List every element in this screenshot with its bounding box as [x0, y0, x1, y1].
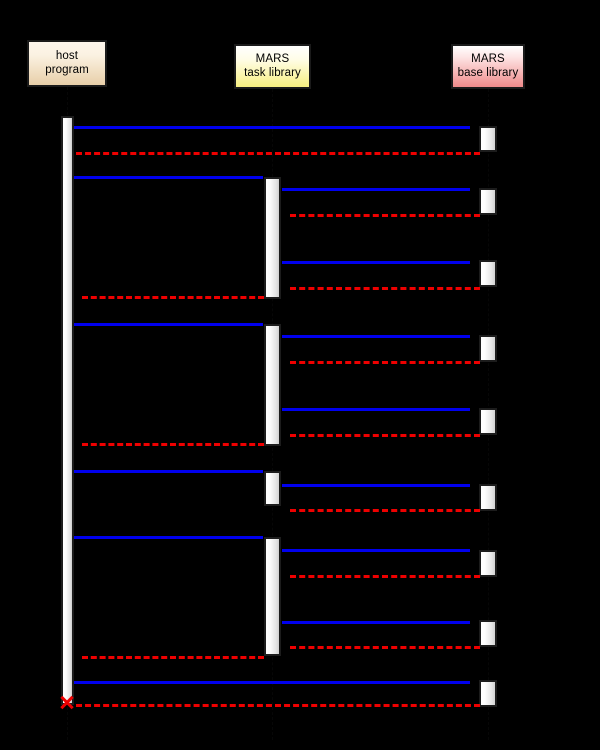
message-call-m18: [74, 536, 263, 539]
message-call-m1: [74, 126, 470, 129]
activation-bar-base-a1: [479, 126, 497, 152]
message-return-m13: [290, 434, 480, 437]
participant-box-host[interactable]: host program: [27, 40, 107, 87]
message-return-m2: [76, 152, 480, 155]
message-return-m11: [290, 361, 480, 364]
activation-bar-task-a3: [264, 471, 281, 506]
activation-bar-base-a3: [479, 260, 497, 287]
message-call-m9: [74, 323, 263, 326]
activation-bar-base-a5: [479, 408, 497, 435]
message-call-m4: [282, 188, 470, 191]
participant-label-base: MARS base library: [457, 52, 519, 79]
message-return-m14: [82, 443, 264, 446]
activation-bar-host-main: [61, 116, 74, 705]
activation-bar-base-a7: [479, 550, 497, 577]
activation-bar-base-a6: [479, 484, 497, 511]
message-return-m7: [290, 287, 480, 290]
message-return-m25: [76, 704, 480, 707]
message-call-m15: [74, 470, 263, 473]
participant-label-task: MARS task library: [244, 52, 301, 79]
message-return-m22: [290, 646, 480, 649]
participant-box-task[interactable]: MARS task library: [234, 44, 311, 89]
message-return-m20: [290, 575, 480, 578]
message-return-m5: [290, 214, 480, 217]
message-call-m16: [282, 484, 470, 487]
message-call-m19: [282, 549, 470, 552]
message-return-m8: [82, 296, 264, 299]
participant-label-host: host program: [45, 49, 89, 76]
activation-bar-base-a8: [479, 620, 497, 647]
message-call-m3: [74, 176, 263, 179]
message-return-m17: [290, 509, 480, 512]
destruction-x-icon: [59, 694, 75, 710]
activation-bar-base-a9: [479, 680, 497, 707]
message-call-m21: [282, 621, 470, 624]
activation-bar-task-a4: [264, 537, 281, 656]
message-call-m12: [282, 408, 470, 411]
activation-bar-base-a2: [479, 188, 497, 215]
message-call-m10: [282, 335, 470, 338]
message-return-m23: [82, 656, 264, 659]
participant-box-base[interactable]: MARS base library: [451, 44, 525, 89]
message-call-m24: [74, 681, 470, 684]
activation-bar-base-a4: [479, 335, 497, 362]
activation-bar-task-a2: [264, 324, 281, 446]
activation-bar-task-a1: [264, 177, 281, 299]
message-call-m6: [282, 261, 470, 264]
